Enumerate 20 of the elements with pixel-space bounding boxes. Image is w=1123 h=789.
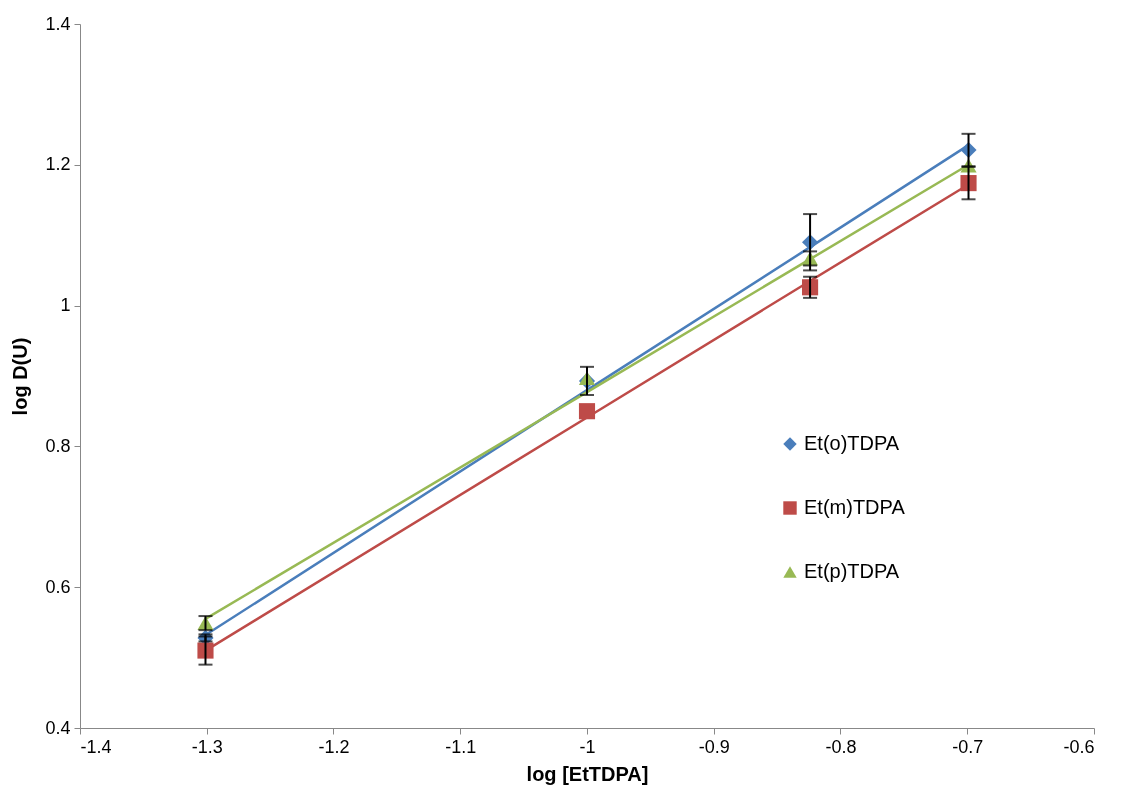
x-tick-label: -1.2 [318, 736, 350, 757]
legend-label: Et(p)TDPA [804, 560, 900, 582]
x-tick-label: -1.4 [80, 736, 112, 757]
x-tick-label: -1 [579, 736, 596, 757]
y-axis-title: log D(U) [9, 337, 32, 416]
x-tick-label: -1.1 [445, 736, 477, 757]
legend-label: Et(m)TDPA [804, 496, 906, 518]
x-tick-label: -0.9 [698, 736, 730, 757]
x-axis-title: log [EtTDPA] [526, 762, 649, 785]
y-tick-label: 1 [60, 295, 71, 316]
y-tick-label: 0.8 [45, 435, 71, 456]
y-tick-label: 1.4 [45, 13, 71, 34]
x-tick-label: -0.7 [952, 736, 984, 757]
y-tick-label: 0.4 [45, 717, 71, 738]
x-tick-label: -0.8 [825, 736, 857, 757]
x-tick-label: -0.6 [1063, 736, 1095, 757]
y-tick-label: 0.6 [45, 576, 71, 597]
legend-label: Et(o)TDPA [804, 432, 900, 454]
x-tick-label: -1.3 [191, 736, 223, 757]
y-tick-label: 1.2 [45, 154, 71, 175]
